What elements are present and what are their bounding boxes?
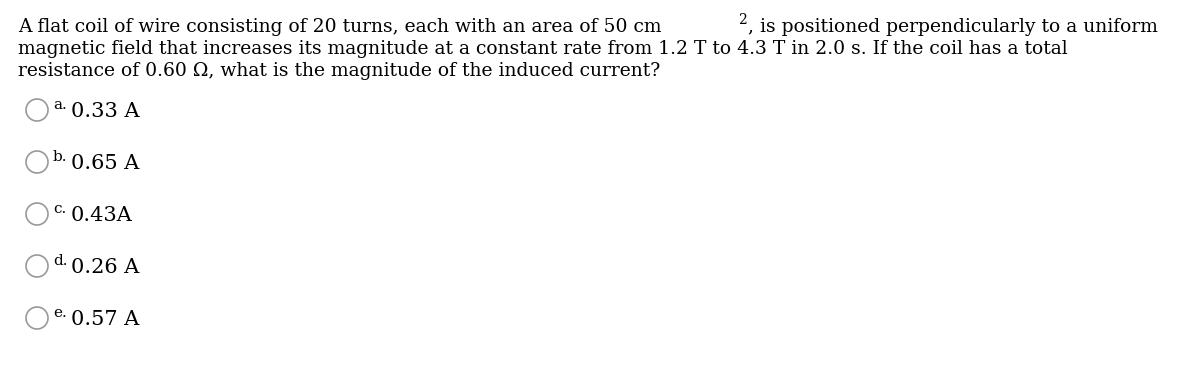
Text: 2: 2	[738, 13, 746, 27]
Text: a.: a.	[53, 98, 67, 112]
Text: d.: d.	[53, 254, 67, 268]
Text: 0.33 A: 0.33 A	[71, 102, 139, 121]
Text: A flat coil of wire consisting of 20 turns, each with an area of 50 cm: A flat coil of wire consisting of 20 tur…	[18, 18, 661, 36]
Text: resistance of 0.60 Ω, what is the magnitude of the induced current?: resistance of 0.60 Ω, what is the magnit…	[18, 62, 660, 80]
Text: 0.43A: 0.43A	[71, 206, 133, 225]
Text: c.: c.	[53, 202, 66, 216]
Text: 0.57 A: 0.57 A	[71, 310, 139, 329]
Text: b.: b.	[53, 150, 67, 164]
Text: , is positioned perpendicularly to a uniform: , is positioned perpendicularly to a uni…	[748, 18, 1158, 36]
Text: magnetic field that increases its magnitude at a constant rate from 1.2 T to 4.3: magnetic field that increases its magnit…	[18, 40, 1068, 58]
Text: 0.65 A: 0.65 A	[71, 154, 139, 173]
Text: 0.26 A: 0.26 A	[71, 258, 139, 277]
Text: e.: e.	[53, 306, 67, 320]
